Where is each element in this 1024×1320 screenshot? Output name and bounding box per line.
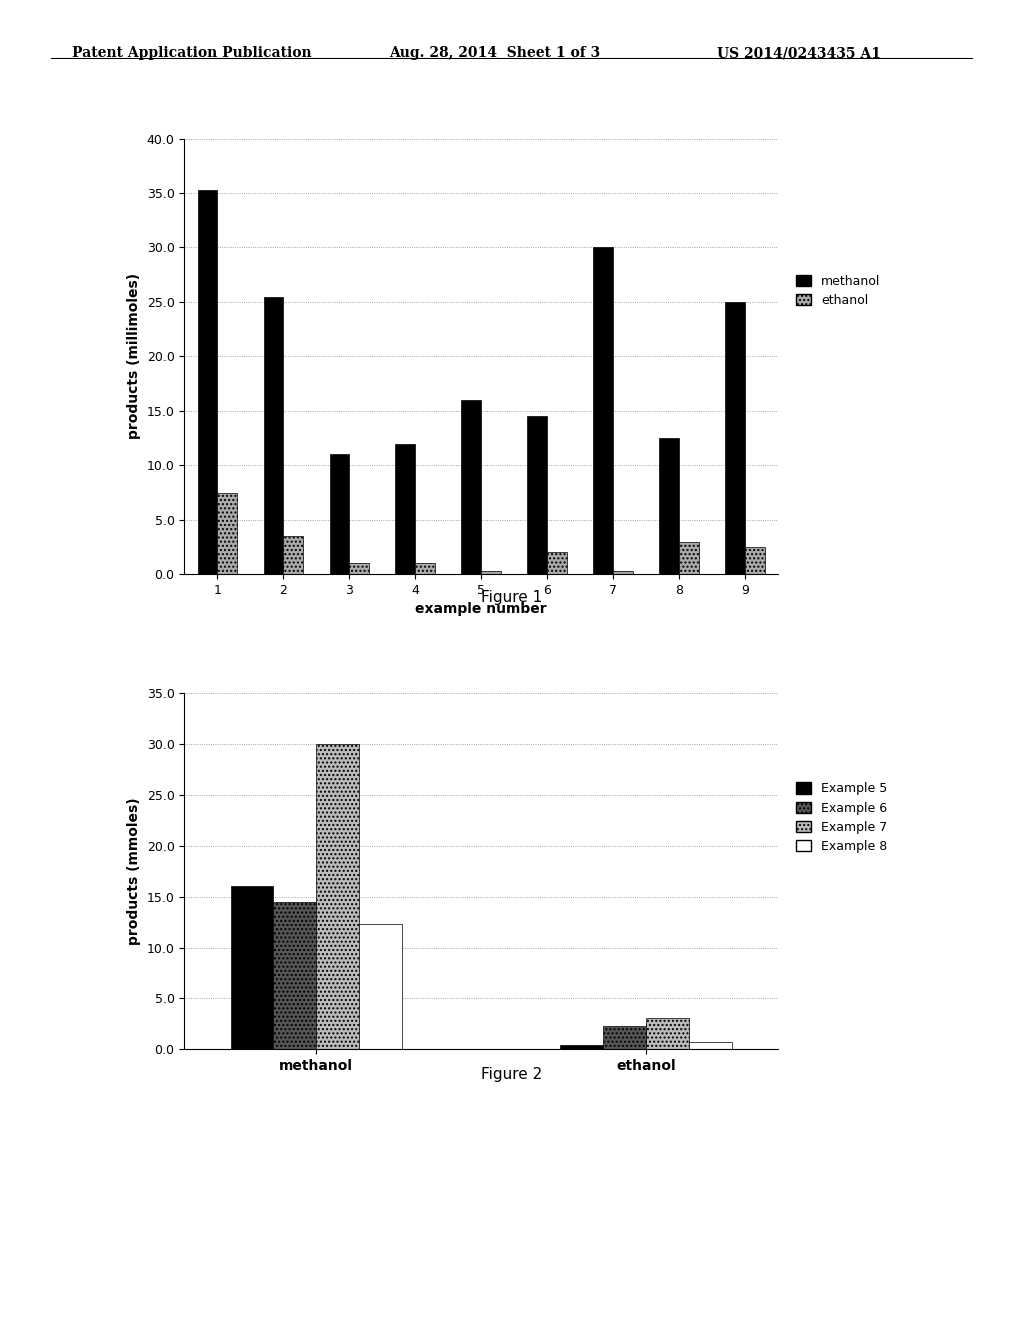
X-axis label: example number: example number <box>416 602 547 616</box>
Y-axis label: products (millimoles): products (millimoles) <box>127 273 141 440</box>
Text: Patent Application Publication: Patent Application Publication <box>72 46 311 61</box>
Bar <box>646 1018 689 1049</box>
Bar <box>613 572 633 574</box>
Bar <box>316 744 359 1049</box>
Bar <box>679 541 699 574</box>
Text: Figure 2: Figure 2 <box>481 1067 543 1081</box>
Bar <box>603 1026 646 1049</box>
Legend: methanol, ethanol: methanol, ethanol <box>797 275 881 308</box>
Bar <box>481 572 501 574</box>
Bar <box>349 564 369 574</box>
Bar <box>560 1045 603 1049</box>
Bar <box>659 438 679 574</box>
Bar <box>689 1043 732 1049</box>
Bar <box>230 887 273 1049</box>
Bar <box>527 416 547 574</box>
Bar <box>547 553 567 574</box>
Bar <box>284 536 303 574</box>
Bar <box>594 248 613 574</box>
Text: Aug. 28, 2014  Sheet 1 of 3: Aug. 28, 2014 Sheet 1 of 3 <box>389 46 600 61</box>
Y-axis label: products (mmoles): products (mmoles) <box>127 797 141 945</box>
Bar <box>263 297 284 574</box>
Bar <box>395 444 416 574</box>
Bar <box>462 400 481 574</box>
Text: Figure 1: Figure 1 <box>481 590 543 605</box>
Bar <box>198 190 217 574</box>
Text: US 2014/0243435 A1: US 2014/0243435 A1 <box>717 46 881 61</box>
Bar <box>330 454 349 574</box>
Bar <box>273 902 316 1049</box>
Bar <box>745 546 765 574</box>
Legend: Example 5, Example 6, Example 7, Example 8: Example 5, Example 6, Example 7, Example… <box>797 783 888 853</box>
Bar <box>416 564 435 574</box>
Bar <box>725 302 745 574</box>
Bar <box>359 924 402 1049</box>
Bar <box>217 492 238 574</box>
